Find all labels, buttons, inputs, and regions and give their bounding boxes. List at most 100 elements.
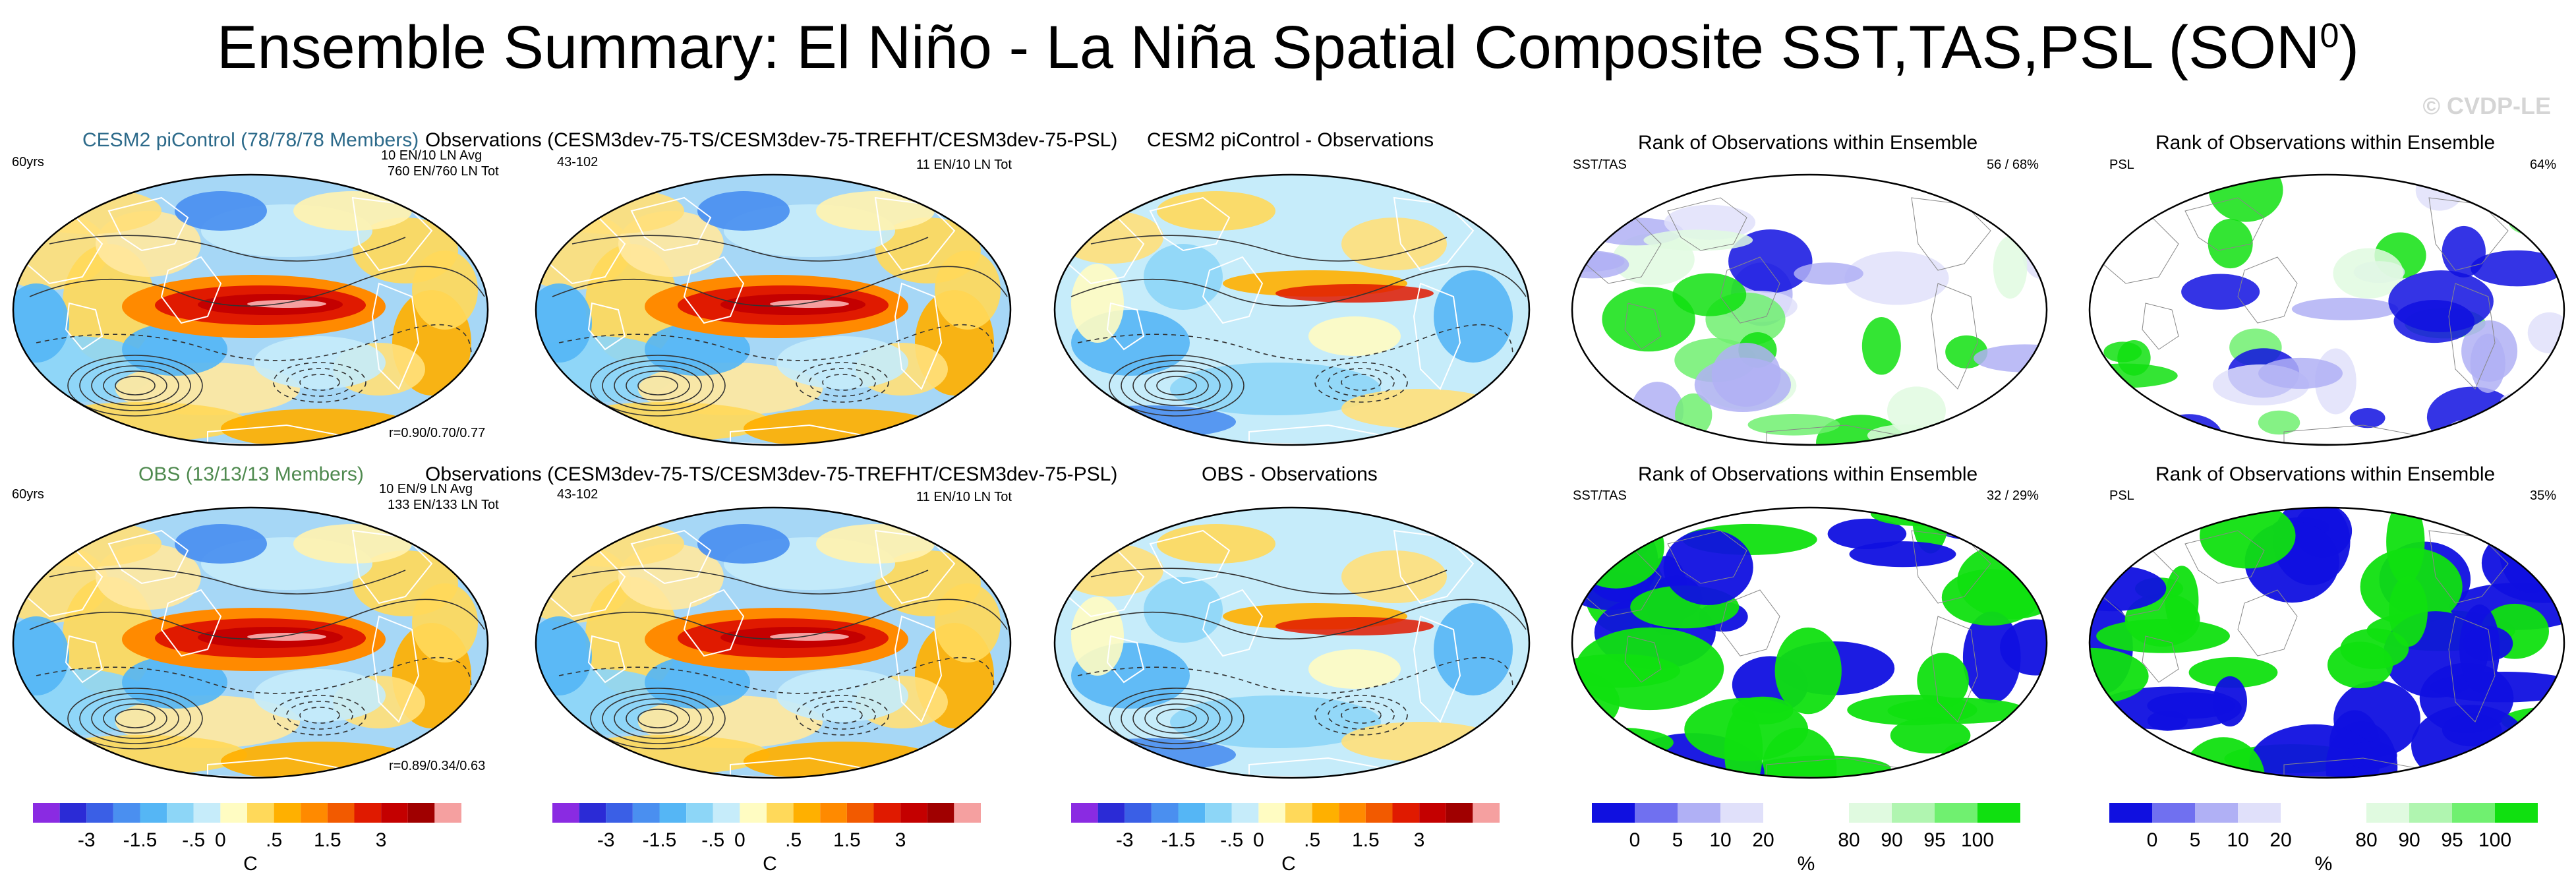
colorbar-box	[327, 803, 355, 823]
map-border	[12, 173, 489, 446]
sst-anomaly-patch	[115, 695, 300, 748]
difference-patch	[1157, 524, 1275, 564]
map-observations-composite	[535, 173, 1012, 446]
psl-contour-line	[67, 355, 203, 417]
coastline	[2142, 303, 2179, 350]
colorbar-box	[659, 803, 687, 823]
sst-anomaly-patch	[254, 669, 386, 722]
panel-correlation: r=0.89/0.34/0.63	[389, 759, 486, 773]
psl-contour-line	[1341, 707, 1382, 724]
map-border	[1053, 173, 1531, 446]
psl-contour-line	[558, 324, 995, 361]
colorbar-tick-label: -1.5	[643, 829, 677, 851]
panel-years: 60yrs	[12, 487, 44, 502]
panel-note: 11 EN/10 LN Tot	[916, 490, 1012, 504]
map-rank-psl	[2088, 173, 2565, 446]
map-cesm2-composite	[12, 173, 489, 446]
colorbar-tick-label: 10	[2227, 829, 2248, 851]
rank-patch	[1887, 386, 1946, 435]
coastline	[65, 635, 103, 684]
colorbar-tick-label: 95	[2441, 829, 2463, 851]
rank-patch	[1844, 251, 1949, 305]
psl-contour-line	[1328, 368, 1395, 397]
rank-patch	[1602, 287, 1695, 352]
rank-patch	[2248, 724, 2380, 778]
colorbar-unit: C	[763, 853, 777, 875]
psl-contour-line	[558, 657, 995, 694]
colorbar-tick-label: -3	[1116, 829, 1134, 851]
colorbar-box	[1151, 803, 1179, 823]
map-border	[1571, 173, 2048, 446]
panel-title: Observations (CESM3dev-75-TS/CESM3dev-75…	[425, 129, 1118, 151]
panel-years: 60yrs	[12, 155, 44, 169]
psl-contour-line	[571, 235, 929, 262]
sst-anomaly-patch	[935, 250, 1001, 330]
rank-patch	[2258, 410, 2300, 435]
colorbar-box	[220, 803, 247, 823]
coastline	[587, 635, 626, 684]
colorbar-box	[632, 803, 660, 823]
panel-years: 43-102	[557, 487, 599, 502]
psl-contour-line	[1144, 370, 1209, 401]
colorbar-tick-label: 80	[1838, 829, 1859, 851]
psl-contour-line	[1341, 374, 1382, 391]
difference-patch	[1434, 270, 1513, 363]
colorbar-box	[193, 803, 221, 823]
colorbar-box	[2409, 803, 2452, 823]
colorbar-tick-label: .5	[266, 829, 282, 851]
psl-contour-line	[1314, 695, 1408, 736]
difference-patch	[1170, 363, 1381, 415]
colorbar-tick-label: 95	[1923, 829, 1945, 851]
colorbar-box	[59, 803, 87, 823]
coastline	[894, 615, 943, 723]
rank-patch	[2291, 297, 2399, 320]
psl-contours	[552, 235, 1008, 417]
colorbar-tick-label: .5	[785, 829, 802, 851]
rank-patch	[1917, 653, 1969, 709]
psl-contour-line	[91, 698, 179, 739]
rank-patch	[2000, 619, 2047, 676]
colorbar-tick-label: -3	[597, 829, 615, 851]
sst-anomaly-patch	[175, 524, 267, 564]
panel-title: Rank of Observations within Ensemble	[2155, 132, 2496, 154]
colorbar-box	[1446, 803, 1473, 823]
rank-patch	[1684, 697, 1809, 761]
colorbar-box	[1720, 803, 1763, 823]
difference-patch	[1308, 316, 1401, 356]
rank-patch	[2389, 575, 2428, 647]
difference-patch	[1144, 244, 1223, 310]
colorbar-box	[1312, 803, 1339, 823]
coastline	[1106, 302, 1145, 351]
colorbar-box	[846, 803, 874, 823]
rank-patch	[2471, 250, 2563, 287]
psl-contour-line	[637, 376, 678, 396]
colorbar-box	[793, 803, 821, 823]
difference-patch	[1144, 577, 1223, 643]
rank-patch	[2333, 248, 2404, 299]
colorbar-box	[1935, 803, 1977, 823]
psl-contour-line	[1314, 362, 1408, 403]
colorbar-tick-label: 0	[1629, 829, 1641, 851]
difference-patch	[1065, 405, 1236, 438]
coastline	[630, 196, 712, 252]
rank-patch	[2208, 219, 2253, 269]
coastline	[2237, 589, 2298, 657]
colorbar-tick-label: 1.5	[314, 829, 341, 851]
colorbar-tick-label: 1.5	[1352, 829, 1380, 851]
rank-patch	[1974, 344, 2047, 372]
colorbar-box	[274, 803, 301, 823]
colorbar-tick-label: 5	[1672, 829, 1683, 851]
coastline	[1931, 616, 1978, 722]
psl-contour-line	[1090, 235, 1448, 262]
enso-tongue-peak	[770, 300, 849, 308]
colorbar-tick-label: 3	[895, 829, 906, 851]
rank-patch	[1993, 236, 2028, 299]
colorbar-box	[301, 803, 328, 823]
difference-patch	[1071, 597, 1124, 676]
rank-patch	[2463, 626, 2513, 661]
difference-patch	[1071, 264, 1124, 343]
coastline	[2448, 283, 2496, 390]
map-obs-composite	[12, 506, 489, 779]
colorbar-tick-label: 100	[1961, 829, 1994, 851]
colorbar-tick-label: 20	[1752, 829, 1774, 851]
